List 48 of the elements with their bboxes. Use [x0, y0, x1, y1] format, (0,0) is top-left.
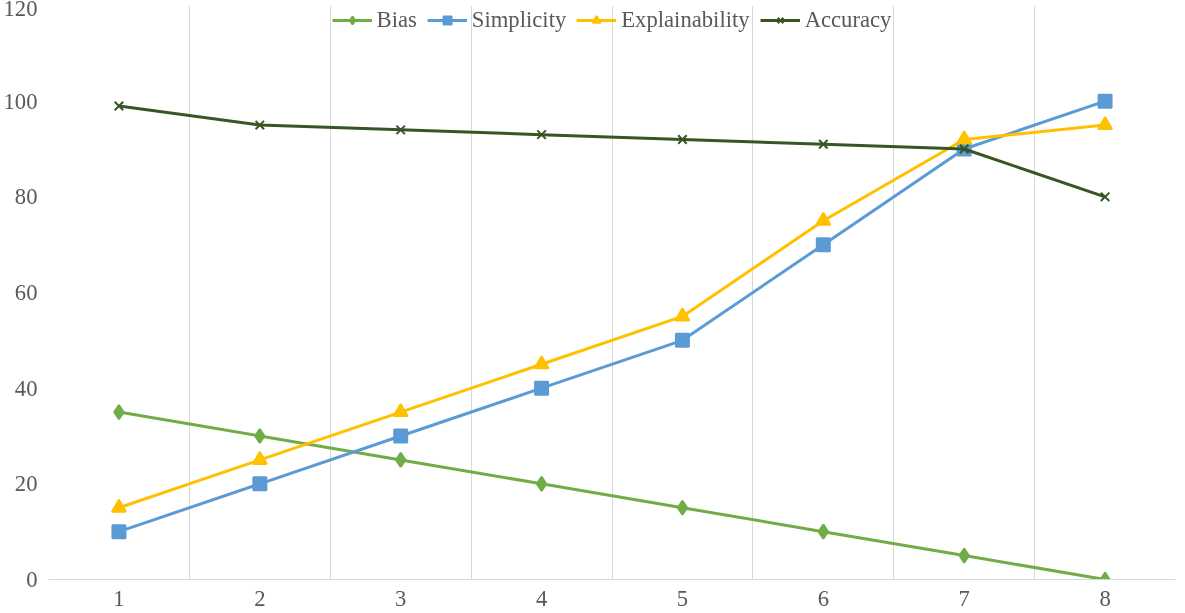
point [674, 332, 690, 348]
x-tick-label: 1 [113, 585, 125, 611]
point [818, 138, 829, 150]
point [392, 403, 409, 418]
point [535, 475, 548, 492]
point [252, 476, 268, 492]
legend-label: Explainability [621, 7, 750, 33]
x-tick-label: 3 [395, 585, 407, 611]
point [677, 134, 688, 145]
point [1097, 93, 1113, 109]
legend-label: Simplicity [471, 7, 567, 33]
point [533, 355, 550, 370]
y-tick-label: 60 [14, 280, 38, 305]
point [956, 130, 973, 145]
y-tick-label: 40 [14, 375, 38, 401]
point [815, 237, 831, 253]
point [958, 547, 970, 564]
point [817, 523, 829, 540]
point [1099, 191, 1111, 203]
y-tick-label: 20 [14, 471, 38, 497]
point [395, 124, 406, 136]
x-tick-label: 7 [958, 585, 970, 611]
legend-label: Accuracy [804, 7, 892, 33]
point [251, 450, 268, 465]
x-tick-label: 8 [1099, 585, 1111, 611]
x-tick-label: 2 [254, 585, 266, 611]
point [676, 499, 689, 516]
point [395, 451, 407, 468]
y-tick-label: 120 [3, 0, 38, 21]
point [393, 428, 409, 444]
x-tick-label: 6 [817, 585, 829, 611]
legend-label: Bias [376, 7, 417, 33]
point [254, 119, 266, 131]
point [1097, 116, 1114, 131]
point [536, 129, 547, 140]
point [111, 524, 127, 540]
y-tick-label: 100 [3, 88, 38, 114]
point [534, 380, 550, 396]
x-tick-label: 4 [535, 585, 548, 611]
point [674, 307, 691, 322]
y-tick-label: 0 [26, 567, 38, 592]
point [113, 100, 125, 112]
x-tick-label: 5 [676, 585, 689, 611]
point [113, 404, 125, 421]
point [815, 211, 832, 226]
point [110, 498, 127, 513]
point [254, 428, 266, 444]
y-tick-label: 80 [14, 184, 38, 210]
